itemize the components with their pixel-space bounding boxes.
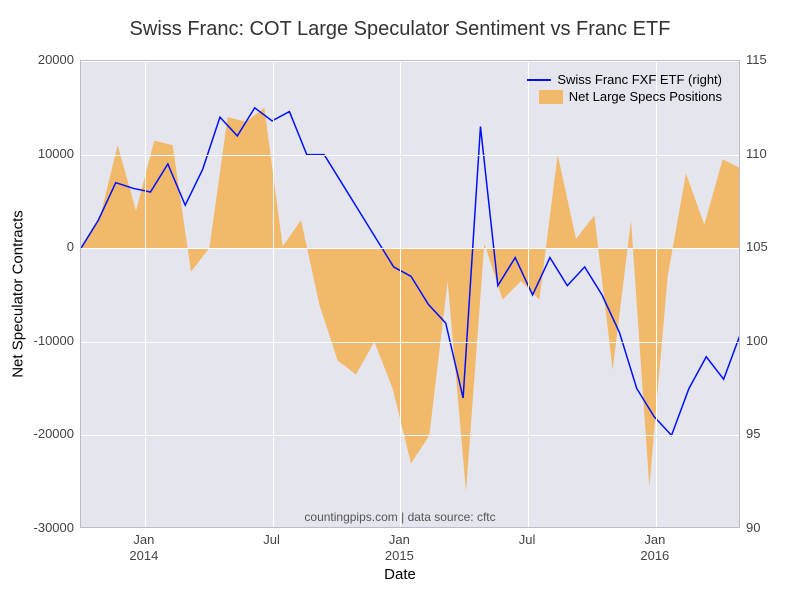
legend-swatch-icon	[539, 90, 563, 104]
x-axis-label: Date	[0, 566, 800, 583]
ytick-right: 100	[746, 333, 786, 348]
xtick: Jan	[615, 532, 695, 547]
xtick-year: 2015	[359, 548, 439, 563]
legend-item: Swiss Franc FXF ETF (right)	[527, 72, 722, 87]
ytick-left: 10000	[14, 146, 74, 161]
legend: Swiss Franc FXF ETF (right) Net Large Spe…	[519, 66, 730, 112]
xtick: Jul	[487, 532, 567, 547]
chart-container: Swiss Franc: COT Large Speculator Sentim…	[0, 0, 800, 600]
ytick-right: 110	[746, 146, 786, 161]
chart-svg	[81, 61, 740, 528]
chart-title: Swiss Franc: COT Large Speculator Sentim…	[0, 18, 800, 41]
y-axis-left-label: Net Speculator Contracts	[10, 210, 27, 378]
ytick-right: 95	[746, 426, 786, 441]
ytick-right: 90	[746, 520, 786, 535]
attribution-text: countingpips.com | data source: cftc	[0, 510, 800, 524]
ytick-left: -10000	[14, 333, 74, 348]
legend-label: Swiss Franc FXF ETF (right)	[557, 72, 722, 87]
legend-line-icon	[527, 79, 551, 81]
ytick-right: 115	[746, 52, 786, 67]
legend-item: Net Large Specs Positions	[527, 89, 722, 104]
ytick-right: 105	[746, 239, 786, 254]
xtick: Jul	[232, 532, 312, 547]
ytick-left: 20000	[14, 52, 74, 67]
legend-label: Net Large Specs Positions	[569, 89, 722, 104]
area-series	[81, 108, 740, 492]
ytick-left: -20000	[14, 426, 74, 441]
xtick: Jan	[359, 532, 439, 547]
xtick-year: 2016	[615, 548, 695, 563]
plot-area	[80, 60, 740, 528]
xtick: Jan	[104, 532, 184, 547]
xtick-year: 2014	[104, 548, 184, 563]
ytick-left: -30000	[14, 520, 74, 535]
ytick-left: 0	[14, 239, 74, 254]
